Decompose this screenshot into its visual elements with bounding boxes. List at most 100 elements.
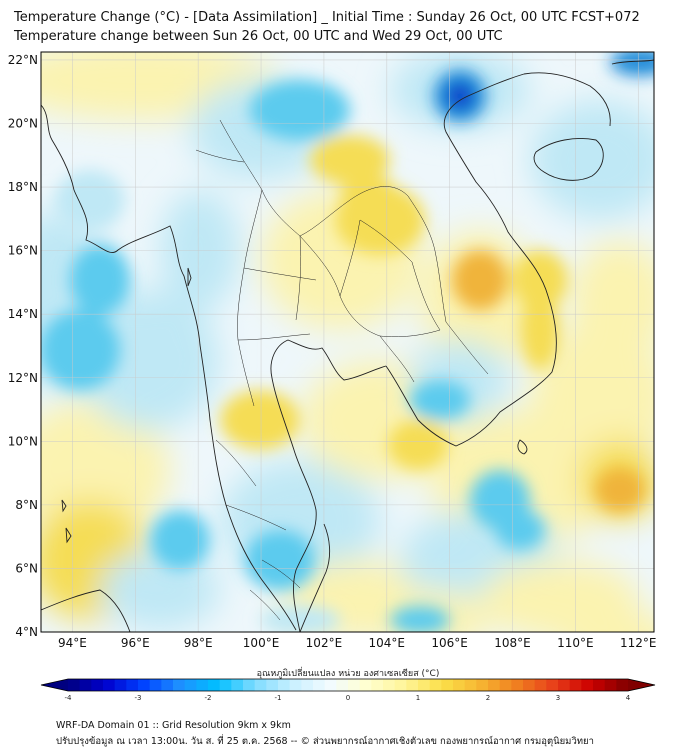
longitude-axis: 94°E 96°E 98°E 100°E 102°E 104°E 106°E 108°E 110…	[58, 636, 657, 650]
lat-label: 22°N	[8, 53, 38, 67]
field-region-5	[160, 190, 240, 310]
field-region-26	[452, 250, 508, 310]
colorbar-outline	[40, 678, 656, 692]
colorbar-ticks: -4 -3 -2 -1 0 1 2 3 4	[65, 694, 631, 702]
colorbar-cell	[593, 679, 606, 691]
colorbar-cell	[464, 679, 477, 691]
map-title: Temperature Change (°C) - [Data Assimila…	[14, 10, 640, 25]
map-figure: 22°N 20°N 18°N 16°N 14°N 12°N 10°N 8°N 6°N 4°N 94…	[8, 51, 657, 650]
colorbar-tick-label: 3	[556, 694, 560, 702]
colorbar-cell	[278, 679, 291, 691]
colorbar-cell	[161, 679, 174, 691]
field-region-44	[512, 250, 568, 310]
lat-label: 14°N	[8, 307, 38, 321]
field-region-35	[41, 310, 120, 390]
lat-label: 16°N	[8, 244, 38, 258]
field-region-31	[220, 390, 300, 450]
colorbar-cell	[324, 679, 337, 691]
colorbar-cell	[499, 679, 512, 691]
field-region-40	[495, 510, 545, 550]
colorbar-cell	[453, 679, 466, 691]
colorbar-cell	[289, 679, 302, 691]
field-region-27	[310, 135, 390, 185]
field-region-46	[260, 606, 340, 632]
lon-label: 102°E	[306, 636, 343, 650]
colorbar-cell	[184, 679, 197, 691]
colorbar-cell	[301, 679, 314, 691]
field-region-30	[520, 290, 560, 370]
lat-label: 6°N	[15, 561, 38, 575]
colorbar-cell	[569, 679, 582, 691]
colorbar-title: อุณหภูมิเปลี่ยนแปลง หน่วย องศาเซลเซียส (…	[257, 666, 440, 679]
colorbar-tick-label: 2	[486, 694, 490, 702]
lon-label: 104°E	[369, 636, 406, 650]
lat-label: 12°N	[8, 371, 38, 385]
field-region-29	[388, 420, 448, 470]
map-subtitle: Temperature change between Sun 26 Oct, 0…	[14, 29, 503, 44]
plot-frame	[40, 51, 655, 633]
colorbar-cell	[488, 679, 501, 691]
colorbar-cell	[383, 679, 396, 691]
field-region-25	[340, 175, 400, 225]
colorbar-cell	[91, 679, 104, 691]
colorbar-cell	[231, 679, 244, 691]
colorbar-cell	[243, 679, 256, 691]
colorbar-cell	[604, 679, 617, 691]
latitude-axis: 22°N 20°N 18°N 16°N 14°N 12°N 10°N 8°N 6°N 4°N	[8, 53, 38, 639]
lat-label: 20°N	[8, 117, 38, 131]
colorbar-cell	[546, 679, 559, 691]
colorbar: อุณหภูมิเปลี่ยนแปลง หน่วย องศาเซลเซียส (…	[0, 660, 676, 712]
colorbar-cell	[266, 679, 279, 691]
colorbar-cell	[336, 679, 349, 691]
province-borders	[195, 119, 489, 621]
field-region-34	[610, 52, 654, 76]
colorbar-tick-label: -3	[135, 694, 142, 702]
colorbar-cell	[149, 679, 162, 691]
field-region-22	[562, 610, 654, 632]
colorbar-cell	[103, 679, 116, 691]
colorbar-cell	[254, 679, 267, 691]
field-region-4	[80, 290, 220, 430]
lon-label: 112°E	[620, 636, 657, 650]
field-region-37	[245, 530, 315, 590]
colorbar-tick-label: 4	[626, 694, 631, 702]
footer-model-info: WRF-DA Domain 01 :: Grid Resolution 9km …	[56, 720, 291, 731]
colorbar-cell	[114, 679, 127, 691]
field-region-13	[530, 100, 654, 220]
colorbar-cell	[68, 679, 81, 691]
colorbar-cell	[138, 679, 151, 691]
lat-label: 10°N	[8, 434, 38, 448]
colorbar-max-extend	[628, 679, 655, 691]
lon-label: 110°E	[557, 636, 594, 650]
field-region-36	[70, 245, 130, 315]
lon-label: 100°E	[243, 636, 280, 650]
lat-label: 4°N	[15, 625, 38, 639]
footer-credit: ปรับปรุงข้อมูล ณ เวลา 13:00น. วัน ส. ที่…	[56, 736, 594, 747]
field-region-33	[448, 84, 472, 108]
lat-label: 18°N	[8, 180, 38, 194]
temperature-field	[41, 52, 654, 632]
field-region-11	[530, 320, 654, 480]
colorbar-cell	[371, 679, 384, 691]
colorbar-cell	[429, 679, 442, 691]
colorbar-cell	[79, 679, 92, 691]
colorbar-cell	[196, 679, 209, 691]
colorbar-cell	[534, 679, 547, 691]
field-region-45	[55, 170, 125, 230]
colorbar-cell	[394, 679, 407, 691]
field-region-28	[595, 468, 645, 512]
colorbar-cell	[581, 679, 594, 691]
colorbar-cell	[523, 679, 536, 691]
colorbar-cell	[616, 679, 629, 691]
colorbar-cell	[476, 679, 489, 691]
lon-label: 98°E	[184, 636, 213, 650]
colorbar-cell	[126, 679, 139, 691]
field-region-41	[250, 80, 350, 140]
colorbar-min-extend	[41, 679, 68, 691]
colorbar-tick-label: 0	[346, 694, 350, 702]
colorbar-tick-label: 1	[416, 694, 420, 702]
colorbar-tick-label: -1	[275, 694, 282, 702]
coastlines	[41, 59, 654, 632]
field-region-8	[100, 550, 220, 630]
field-region-42	[410, 380, 470, 420]
